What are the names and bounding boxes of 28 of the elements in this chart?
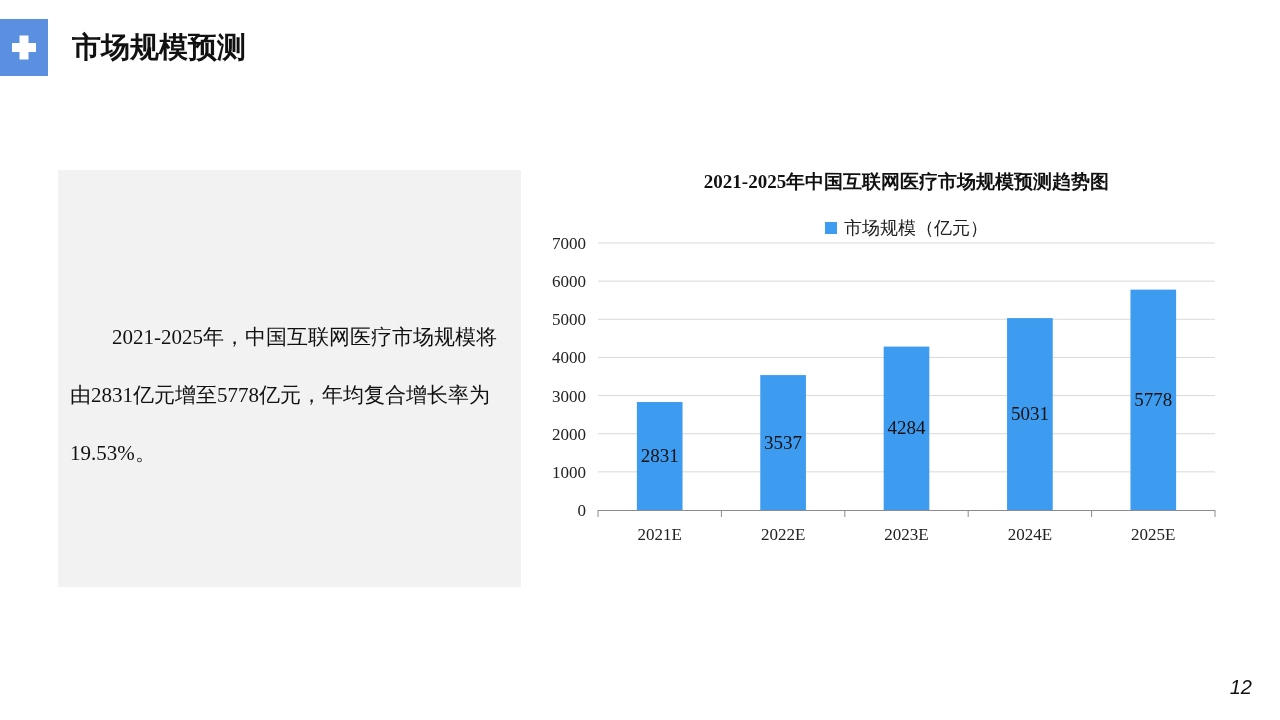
data-label: 5778 — [1134, 388, 1173, 410]
data-label: 5031 — [1010, 403, 1049, 425]
legend-label: 市场规模（亿元） — [844, 218, 988, 238]
bar — [1007, 318, 1053, 510]
bar — [636, 402, 683, 510]
bar — [760, 375, 806, 510]
y-tick-label: 0 — [577, 501, 586, 520]
y-tick-label: 4000 — [552, 348, 586, 368]
text: 市场规模预测 — [72, 30, 246, 65]
y-tick-label: 3000 — [552, 386, 586, 406]
chart-title: 2021-2025年中国互联网医疗市场规模预测趋势图 — [703, 171, 1110, 192]
x-tick-label: 2022E — [760, 525, 806, 544]
x-tick-label: 2024E — [1007, 525, 1053, 544]
y-tick-label: 6000 — [552, 272, 586, 292]
text: 12 — [1229, 676, 1252, 699]
x-tick-label: 2025E — [1131, 525, 1176, 544]
x-tick-label: 2021E — [637, 525, 682, 544]
y-tick-label: 7000 — [552, 234, 586, 253]
data-label: 4284 — [887, 417, 926, 439]
bar — [883, 346, 930, 510]
x-tick-label: 2023E — [884, 525, 929, 544]
data-label: 2831 — [640, 445, 679, 467]
y-tick-label: 2000 — [552, 424, 586, 444]
y-tick-label: 1000 — [552, 462, 586, 482]
y-tick-label: 5000 — [552, 310, 586, 330]
bar — [1130, 289, 1177, 510]
text: 2021-2025年，中国互联网医疗市场规模将由2831亿元增至5778亿元，年均复合增长率为19.53%。 — [70, 325, 497, 465]
data-label: 3537 — [764, 431, 803, 453]
